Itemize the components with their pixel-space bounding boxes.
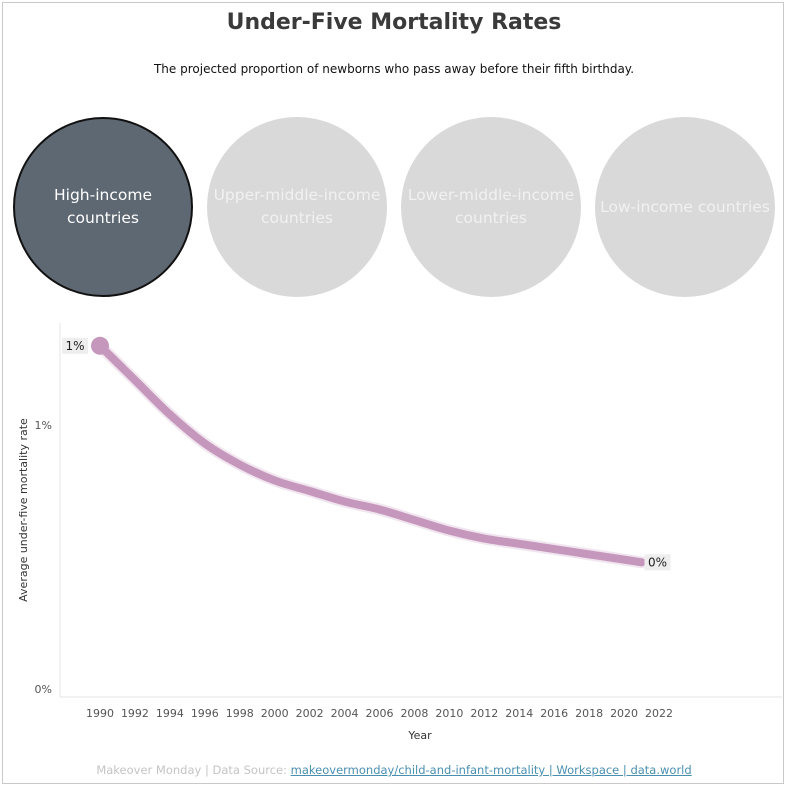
footer-prefix: Makeover Monday | Data Source: <box>96 763 291 777</box>
x-tick-label: 2016 <box>540 707 568 720</box>
x-tick-label: 1998 <box>226 707 254 720</box>
filter-high-income-button[interactable]: High-income countries <box>13 117 193 297</box>
end-point-marker <box>637 558 646 567</box>
y-axis-title: Average under-five mortality rate <box>17 418 30 602</box>
x-axis-title: Year <box>407 729 432 742</box>
filter-upper-middle-income-button[interactable]: Upper-middle-income countries <box>207 117 387 297</box>
x-tick-label: 2002 <box>296 707 324 720</box>
x-tick-label: 2012 <box>470 707 498 720</box>
page-title: Under-Five Mortality Rates <box>226 10 562 35</box>
x-tick-label: 2018 <box>575 707 603 720</box>
x-tick-label: 2010 <box>435 707 463 720</box>
series-line <box>96 341 646 567</box>
filter-high-income-label: High-income countries <box>54 186 152 227</box>
data-label: 1% <box>65 339 84 353</box>
page-subtitle: The projected proportion of newborns who… <box>153 62 635 76</box>
filter-low-income-label: Low-income countries <box>600 197 770 216</box>
footer-source: Makeover Monday | Data Source: makeoverm… <box>0 763 788 777</box>
data-label-background <box>644 554 671 571</box>
x-tick-label: 2014 <box>505 707 533 720</box>
series-line-halo <box>94 339 648 569</box>
footer-source-link[interactable]: makeovermonday/child-and-infant-mortalit… <box>290 763 692 777</box>
x-tick-label: 1994 <box>156 707 184 720</box>
x-tick-label: 2008 <box>400 707 428 720</box>
filter-upper-middle-income-label: Upper-middle-income countries <box>213 186 381 227</box>
x-tick-label: 2022 <box>645 707 673 720</box>
start-point-marker <box>91 336 109 355</box>
filter-lower-middle-income-label: Lower-middle-income countries <box>407 186 575 227</box>
filter-low-income-button[interactable]: Low-income countries <box>595 117 775 297</box>
x-tick-label: 1990 <box>86 707 114 720</box>
y-tick-label: 1% <box>35 419 52 432</box>
filter-lower-middle-income-button[interactable]: Lower-middle-income countries <box>401 117 581 297</box>
data-label-background <box>62 337 88 354</box>
x-tick-label: 1996 <box>191 707 219 720</box>
data-label: 0% <box>648 555 667 569</box>
x-tick-label: 2004 <box>331 707 359 720</box>
x-tick-label: 2020 <box>610 707 638 720</box>
y-tick-label: 0% <box>35 683 52 696</box>
x-tick-label: 2000 <box>261 707 289 720</box>
mortality-line-chart: Average under-five mortality rate Year 0… <box>17 323 782 742</box>
x-tick-label: 1992 <box>121 707 149 720</box>
x-tick-label: 2006 <box>366 707 394 720</box>
